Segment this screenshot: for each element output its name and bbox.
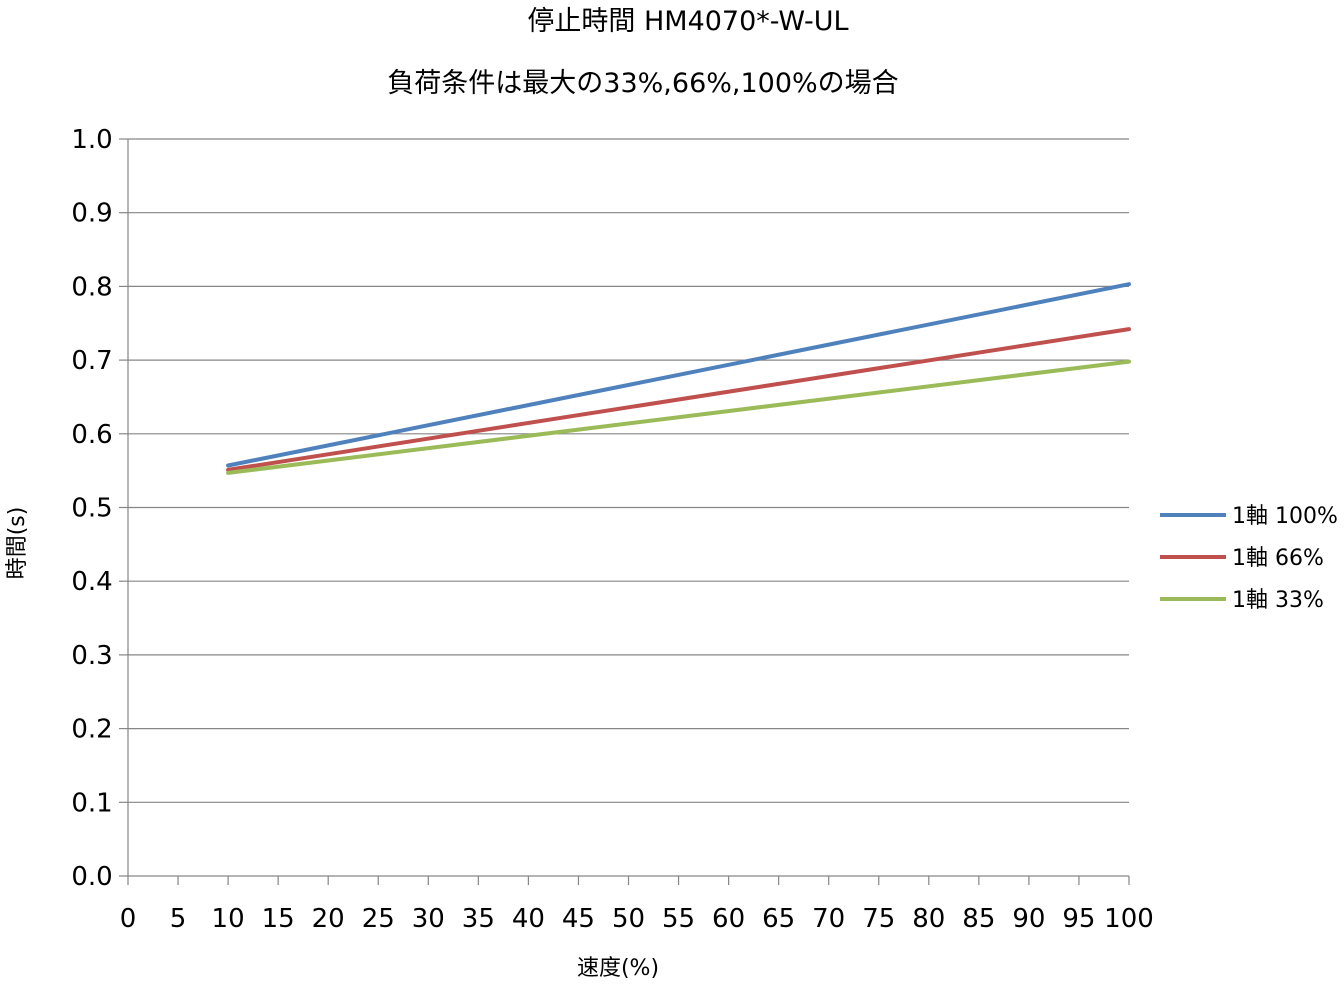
y-tick-label: 0.1 — [71, 788, 112, 818]
legend-label-1: 1軸 100% — [1232, 504, 1338, 529]
x-tick-label: 50 — [612, 904, 645, 934]
y-tick-label: 0.3 — [71, 641, 112, 671]
y-axis-label: 時間(s) — [5, 507, 30, 580]
x-tick-label: 70 — [812, 904, 845, 934]
legend-label-3: 1軸 33% — [1232, 588, 1324, 613]
y-tick-label: 0.8 — [71, 272, 112, 302]
y-tick-label: 1.0 — [71, 125, 112, 155]
x-tick-label: 65 — [762, 904, 795, 934]
series-line-1 — [226, 282, 1131, 468]
x-tick-label: 25 — [362, 904, 395, 934]
axes — [119, 138, 1130, 885]
x-axis-label: 速度(%) — [577, 956, 659, 980]
x-tick-label: 45 — [562, 904, 595, 934]
series-lines — [226, 282, 1131, 475]
x-tick-label: 30 — [412, 904, 445, 934]
chart-subtitle: 負荷条件は最大の33%,66%,100%の場合 — [387, 68, 898, 99]
x-tick-label: 20 — [312, 904, 345, 934]
series-line-3 — [226, 359, 1131, 475]
x-tick-label: 55 — [662, 904, 695, 934]
x-tick-label: 10 — [212, 904, 245, 934]
y-tick-label: 0.5 — [71, 494, 112, 524]
x-tick-label: 35 — [462, 904, 495, 934]
y-tick-label: 0.0 — [71, 862, 112, 892]
chart-title: 停止時間 HM4070*-W-UL — [527, 6, 848, 37]
series-line-2 — [226, 327, 1131, 472]
x-tick-label: 0 — [120, 904, 137, 934]
x-tick-label: 85 — [962, 904, 995, 934]
gridlines — [128, 138, 1129, 803]
y-tick-label: 0.9 — [71, 199, 112, 229]
y-tick-label: 0.6 — [71, 420, 112, 450]
x-tick-label: 90 — [1012, 904, 1045, 934]
y-tick-label: 0.4 — [71, 567, 112, 597]
x-tick-label: 100 — [1104, 904, 1154, 934]
tick-labels: 0.0 0.1 0.2 0.3 0.4 0.5 0.6 0.7 0.8 0.9 1.0 0 5 10 15 2… — [71, 125, 1154, 934]
y-tick-label: 0.7 — [71, 346, 112, 376]
x-tick-label: 95 — [1062, 904, 1095, 934]
x-tick-label: 5 — [170, 904, 187, 934]
legend-label-2: 1軸 66% — [1232, 546, 1324, 571]
x-tick-label: 80 — [912, 904, 945, 934]
y-tick-label: 0.2 — [71, 715, 112, 745]
legend: 1軸 100% 1軸 66% 1軸 33% — [1160, 504, 1338, 613]
x-tick-label: 15 — [262, 904, 295, 934]
x-tick-label: 60 — [712, 904, 745, 934]
x-tick-label: 40 — [512, 904, 545, 934]
x-tick-label: 75 — [862, 904, 895, 934]
